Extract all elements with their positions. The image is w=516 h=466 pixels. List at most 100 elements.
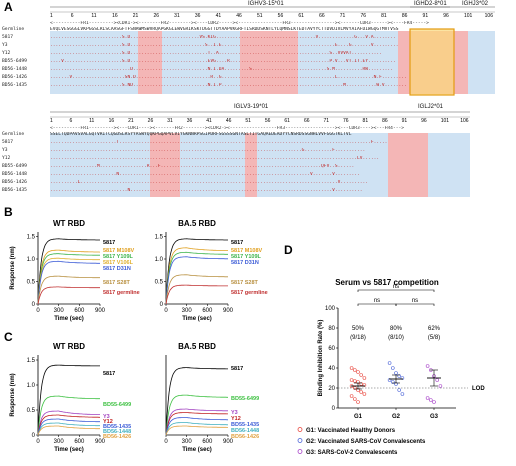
series-line [165, 412, 228, 436]
ruler-number: 51 [256, 13, 263, 19]
alignment-row-sequence: .............................D..........… [50, 67, 393, 72]
ruler-number: 76 [360, 13, 367, 19]
data-point [400, 376, 405, 380]
series-line [165, 251, 228, 305]
x-tick-label: 600 [74, 439, 85, 445]
alignment-row-label: BD56-1435 [2, 83, 27, 88]
ruler-number: 106 [484, 13, 493, 19]
series-label: BD56-1448 [103, 429, 131, 435]
series-label: 5817 M108V [103, 248, 135, 254]
alignment-row-sequence: EVQLVESGGGLVKPGGSLRLSCAASGFTFSNAWMSWVRQA… [50, 27, 399, 32]
panel-letter-c: C [4, 330, 13, 344]
y-tick-label: 1.0 [155, 257, 164, 263]
series-line [37, 249, 101, 305]
ruler-number: 26 [147, 118, 154, 124]
chart-title: WT RBD [53, 342, 85, 351]
series-line [165, 425, 228, 436]
alignment-row: BD55-6499 .................M.............… [2, 163, 498, 171]
ruler-number: 31 [174, 13, 180, 19]
ruler-number: 106 [460, 118, 469, 124]
kinetics-chart: BA.5 RBD 0 300 600 900 Time (sec) 5817 BD55-649… [164, 342, 259, 453]
x-tick-label: G3 [430, 414, 439, 420]
alignment-row-label: BD56-1448 [2, 67, 27, 72]
series-label: BD56-1448 [231, 428, 259, 434]
ruler-number: 51 [245, 118, 251, 124]
series-label: BD55-6499 [103, 402, 131, 408]
alignment-row-label: BD56-1426 [2, 75, 27, 80]
group-count: (9/18) [350, 335, 366, 341]
y-tick-label: 0 [332, 406, 336, 412]
data-point [432, 400, 436, 404]
y-tick-label: 1.5 [27, 358, 36, 364]
ruler-number: 101 [463, 13, 473, 19]
data-point [438, 384, 443, 388]
y-tick-label: 0.5 [27, 408, 36, 414]
data-point [356, 370, 360, 374]
ruler-number: 61 [298, 13, 304, 19]
series-line [37, 364, 100, 436]
alignment-row: BD56-1448 ........................N......… [2, 171, 498, 179]
data-point [359, 390, 364, 394]
ruler-number: 46 [236, 13, 242, 19]
data-point [352, 386, 357, 390]
data-point [394, 371, 398, 375]
alignment-row-label: BD56-1448 [2, 172, 27, 177]
alignment-row: BD56-1426 ..........L....................… [2, 179, 498, 187]
alignment-row-sequence: ..........................S.D...........… [50, 35, 396, 40]
ns-label: ns [374, 298, 380, 304]
series-label: 5817 Y109L [231, 254, 262, 260]
legend-text: G1: Vaccinated Healthy Donors [306, 428, 396, 434]
ruler-number: 96 [421, 118, 427, 124]
series-line [37, 257, 100, 305]
x-tick-label: 600 [202, 439, 213, 445]
ruler-number: 56 [264, 118, 271, 124]
data-point [387, 378, 392, 382]
ruler-number: 41 [215, 13, 222, 19]
ruler-number: 31 [167, 118, 173, 124]
alignment-row-label: Y3 [2, 43, 8, 48]
legend-marker [297, 438, 303, 443]
series-label: Y3 [231, 410, 238, 416]
chart-title: Serum vs 5817 competition [335, 278, 439, 287]
y-tick-label: 0 [32, 302, 36, 308]
ruler-number: 11 [91, 13, 97, 19]
data-point [435, 378, 440, 382]
series-label: 5817 D31N [231, 260, 259, 266]
heavy-gene-v: IGHV3-15*01 [248, 1, 284, 7]
series-line [165, 247, 228, 305]
alignment-row-sequence: ........................................… [50, 156, 380, 161]
alignment-row: Y3......................................… [2, 147, 498, 155]
alignment-row-sequence: ..........................S.ND..........… [50, 83, 407, 88]
series-label: 5817 germline [231, 290, 268, 296]
light-gene-j: IGLJ2*01 [418, 104, 444, 110]
series-line [37, 395, 100, 436]
alignment-row: BD55-6499 ....V.....................S.D..… [2, 58, 498, 66]
series-line [165, 417, 228, 436]
light-regions: <----------FR1---------><---CDR1----><--… [50, 126, 405, 131]
lod-label: LOD [472, 386, 485, 392]
x-tick-label: 300 [182, 439, 193, 445]
series-label: 5817 S28T [103, 280, 131, 286]
series-label: Y3 [103, 414, 110, 420]
alignment-row-sequence: ........................T...............… [50, 140, 388, 145]
data-point [397, 374, 402, 378]
legend-text: G3: SARS-CoV-2 Convalescents [306, 450, 398, 456]
data-point [397, 388, 402, 392]
data-point [352, 379, 357, 383]
heavy-cdr1-band [138, 31, 162, 94]
heavy-cdr3-box [409, 28, 455, 96]
series-line [37, 425, 100, 436]
x-axis-label: Time (sec) [54, 447, 84, 453]
series-line [37, 410, 100, 436]
light-cdr1-band [150, 133, 180, 197]
x-tick-label: 0 [164, 308, 168, 314]
alignment-row-sequence: ........................................… [50, 148, 366, 153]
alignment-row: BD56-1435 ..........................S.ND.… [2, 82, 498, 90]
series-label: BD55-6499 [231, 396, 259, 402]
series-line [37, 414, 100, 436]
ruler-number: 91 [422, 13, 429, 19]
x-tick-label: 600 [202, 308, 213, 314]
alignment-row: BD56-1435 ............................N..… [2, 187, 498, 195]
data-point [362, 376, 367, 380]
group-percent: 62% [428, 326, 441, 332]
